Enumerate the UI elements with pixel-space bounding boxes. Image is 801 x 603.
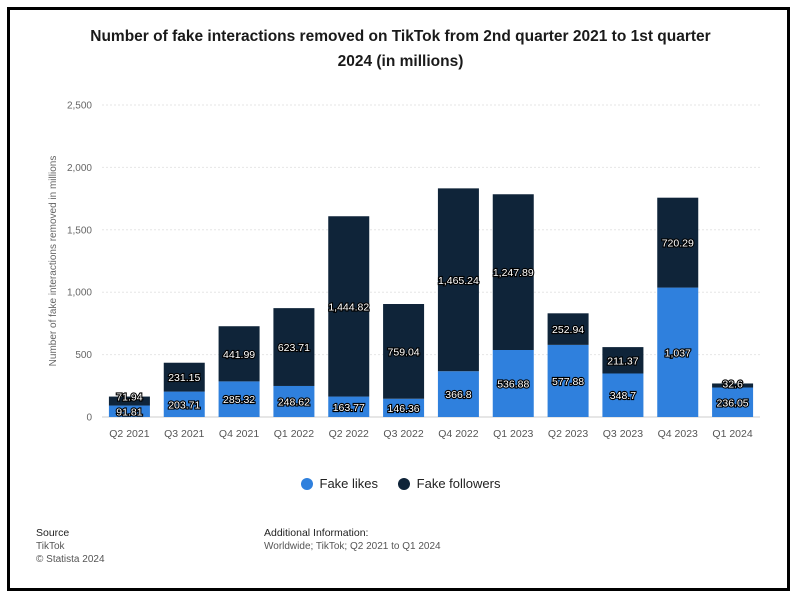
- chart-title: Number of fake interactions removed on T…: [40, 24, 761, 74]
- data-label-fake-followers: 623.71: [278, 342, 310, 354]
- bar-fake-likes: [712, 387, 754, 417]
- data-label-fake-likes: 91.81: [116, 406, 142, 418]
- x-tick-label: Q2 2022: [329, 428, 369, 440]
- chart-title-line-2: 2024 (in millions): [337, 53, 464, 70]
- bar-fake-followers: [657, 197, 699, 288]
- bar-fake-likes: [328, 396, 370, 417]
- bar-fake-likes: [657, 287, 699, 417]
- bar-fake-likes: [273, 385, 315, 417]
- legend-swatch-fake-likes: [300, 477, 313, 490]
- bar-fake-followers: [218, 326, 260, 382]
- data-label-fake-followers: 71.94: [116, 392, 142, 404]
- bar-fake-likes: [437, 371, 479, 417]
- x-tick-label: Q4 2023: [658, 428, 698, 440]
- data-label-fake-followers: 1,465.24: [438, 275, 479, 287]
- x-tick-label: Q1 2023: [493, 428, 533, 440]
- bar-fake-followers: [602, 347, 644, 374]
- bar-fake-followers: [383, 304, 425, 399]
- x-tick-label: Q1 2024: [712, 428, 752, 440]
- x-tick-label: Q3 2023: [603, 428, 643, 440]
- bar-fake-likes: [218, 381, 260, 417]
- data-label-fake-likes: 146.36: [388, 403, 420, 415]
- legend-item-fake-likes[interactable]: Fake likes: [300, 476, 379, 491]
- y-tick-label: 2,500: [67, 101, 92, 112]
- data-label-fake-followers: 252.94: [552, 324, 584, 336]
- bar-fake-likes: [547, 344, 589, 417]
- bar-fake-followers: [273, 308, 315, 386]
- legend-swatch-fake-followers: [397, 477, 410, 490]
- y-axis-title: Number of fake interactions removed in m…: [48, 156, 59, 367]
- additional-info-value: Worldwide; TikTok; Q2 2021 to Q1 2024: [264, 541, 441, 552]
- bar-fake-followers: [108, 396, 150, 406]
- y-tick-label: 1,000: [67, 288, 92, 299]
- x-tick-label: Q4 2021: [219, 428, 259, 440]
- data-label-fake-likes: 285.32: [223, 394, 255, 406]
- bar-fake-followers: [492, 194, 534, 350]
- legend-label-fake-likes: Fake likes: [319, 476, 379, 491]
- x-tick-label: Q4 2022: [438, 428, 478, 440]
- x-tick-label: Q3 2021: [164, 428, 204, 440]
- data-label-fake-followers: 759.04: [388, 346, 420, 358]
- source-label: Source: [36, 527, 70, 539]
- x-tick-label: Q3 2022: [383, 428, 423, 440]
- y-tick-label: 1,500: [67, 225, 92, 236]
- bar-fake-followers: [712, 383, 754, 388]
- data-label-fake-likes: 1,037: [665, 347, 691, 359]
- source-value[interactable]: TikTok: [36, 541, 65, 552]
- legend: Fake likes Fake followers: [0, 476, 801, 493]
- data-label-fake-followers: 1,247.89: [493, 267, 534, 279]
- data-label-fake-likes: 248.62: [278, 396, 310, 408]
- legend-item-fake-followers[interactable]: Fake followers: [397, 476, 501, 491]
- data-label-fake-followers: 1,444.82: [328, 301, 369, 313]
- additional-info-block: Additional Information: Worldwide; TikTo…: [264, 527, 441, 553]
- legend-label-fake-followers: Fake followers: [416, 476, 501, 491]
- source-block: Source TikTok © Statista 2024: [36, 527, 105, 566]
- data-label-fake-followers: 441.99: [223, 349, 255, 361]
- additional-info-label: Additional Information:: [264, 527, 369, 539]
- data-label-fake-followers: 32.6: [722, 378, 743, 390]
- data-label-fake-likes: 203.71: [168, 399, 200, 411]
- data-label-fake-likes: 577.88: [552, 376, 584, 388]
- bar-fake-followers: [437, 188, 479, 372]
- data-label-fake-likes: 163.77: [333, 402, 365, 414]
- bar-fake-likes: [163, 391, 205, 417]
- x-tick-label: Q1 2022: [274, 428, 314, 440]
- bar-fake-followers: [547, 313, 589, 345]
- x-tick-label: Q2 2023: [548, 428, 588, 440]
- bar-fake-likes: [383, 398, 425, 417]
- x-tick-label: Q2 2021: [109, 428, 149, 440]
- data-label-fake-likes: 348.7: [610, 390, 636, 402]
- data-label-fake-followers: 231.15: [168, 372, 200, 384]
- y-tick-label: 500: [75, 350, 92, 361]
- data-label-fake-followers: 720.29: [662, 238, 694, 250]
- bar-fake-likes: [108, 405, 150, 417]
- data-label-fake-likes: 236.05: [717, 397, 749, 409]
- chart-title-line-1: Number of fake interactions removed on T…: [90, 28, 711, 45]
- copyright[interactable]: © Statista 2024: [36, 554, 105, 565]
- bar-fake-followers: [163, 362, 205, 392]
- data-label-fake-likes: 536.88: [497, 378, 529, 390]
- data-label-fake-followers: 211.37: [607, 355, 638, 367]
- y-tick-label: 0: [86, 413, 92, 424]
- bar-fake-likes: [492, 349, 534, 417]
- y-tick-label: 2,000: [67, 163, 92, 174]
- bar-fake-followers: [328, 216, 370, 397]
- bar-fake-likes: [602, 373, 644, 417]
- data-label-fake-likes: 366.8: [445, 389, 471, 401]
